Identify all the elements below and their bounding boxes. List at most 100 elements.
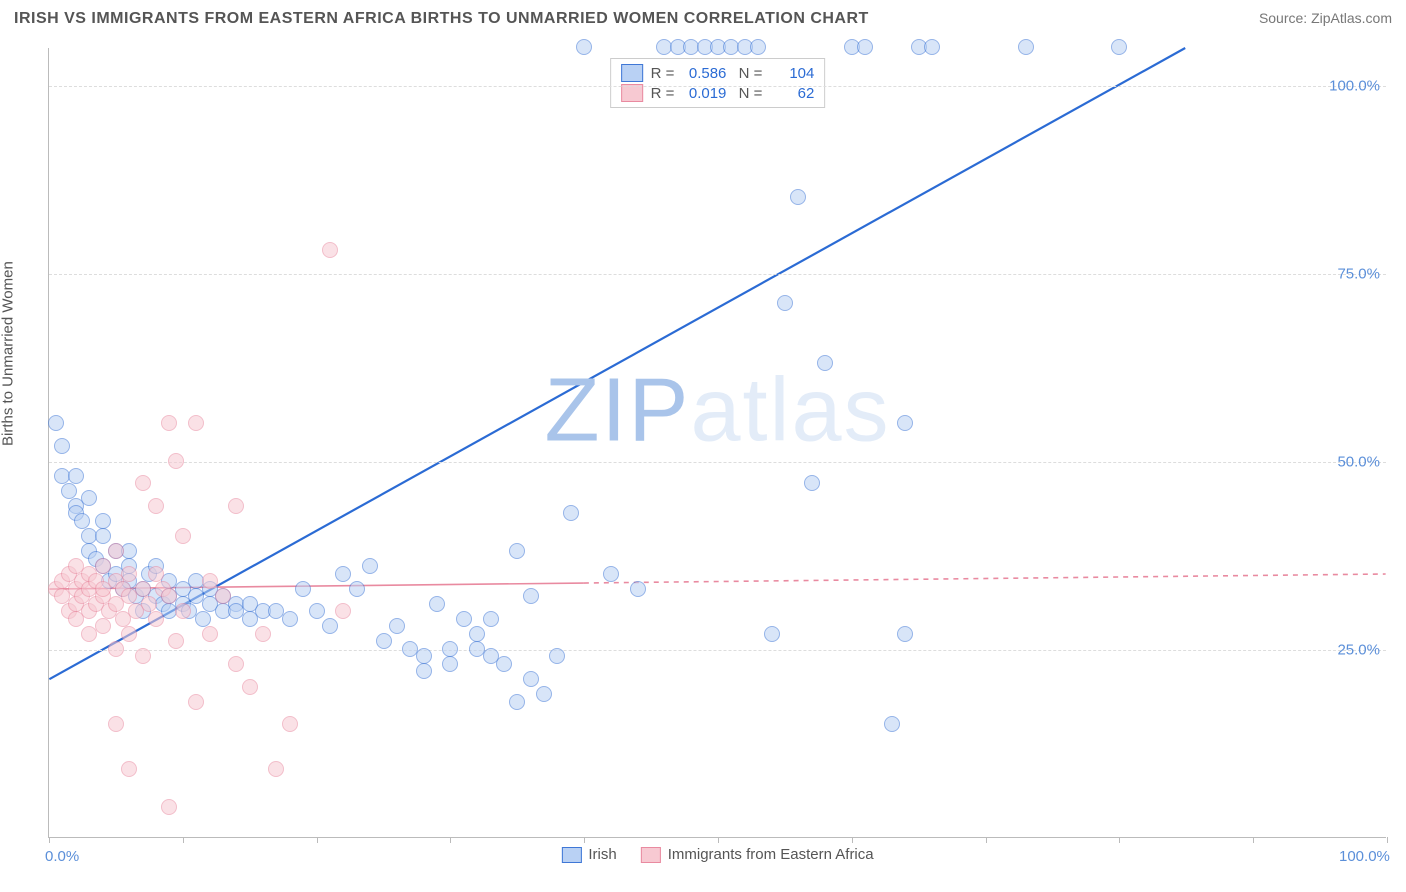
gridline bbox=[49, 274, 1386, 275]
data-point bbox=[215, 588, 231, 604]
data-point bbox=[95, 558, 111, 574]
x-tick bbox=[49, 837, 50, 843]
data-point bbox=[95, 513, 111, 529]
x-tick bbox=[986, 837, 987, 843]
data-point bbox=[108, 543, 124, 559]
gridline bbox=[49, 462, 1386, 463]
data-point bbox=[121, 626, 137, 642]
data-point bbox=[148, 566, 164, 582]
data-point bbox=[48, 415, 64, 431]
data-point bbox=[389, 618, 405, 634]
legend-series: Irish Immigrants from Eastern Africa bbox=[561, 846, 873, 863]
data-point bbox=[442, 641, 458, 657]
data-point bbox=[175, 528, 191, 544]
chart-source: Source: ZipAtlas.com bbox=[1259, 10, 1392, 26]
legend-stats-row-irish: R = 0.586 N = 104 bbox=[621, 63, 815, 83]
data-point bbox=[804, 475, 820, 491]
data-point bbox=[188, 415, 204, 431]
legend-r-value-irish: 0.586 bbox=[682, 65, 726, 82]
gridline bbox=[49, 650, 1386, 651]
x-tick bbox=[450, 837, 451, 843]
data-point bbox=[509, 694, 525, 710]
data-point bbox=[416, 648, 432, 664]
data-point bbox=[630, 581, 646, 597]
data-point bbox=[483, 611, 499, 627]
data-point bbox=[857, 39, 873, 55]
data-point bbox=[790, 189, 806, 205]
x-tick bbox=[584, 837, 585, 843]
data-point bbox=[884, 716, 900, 732]
y-tick-label: 100.0% bbox=[1329, 77, 1380, 94]
data-point bbox=[148, 611, 164, 627]
data-point bbox=[322, 618, 338, 634]
data-point bbox=[523, 588, 539, 604]
data-point bbox=[141, 596, 157, 612]
watermark: ZIPatlas bbox=[544, 359, 890, 462]
data-point bbox=[777, 295, 793, 311]
x-tick-label: 0.0% bbox=[45, 848, 79, 865]
y-axis-label: Births to Unmarried Women bbox=[0, 261, 17, 446]
gridline bbox=[49, 86, 1386, 87]
x-tick bbox=[1387, 837, 1388, 843]
plot-area: ZIPatlas R = 0.586 N = 104 R = 0.019 N =… bbox=[48, 48, 1386, 838]
data-point bbox=[242, 679, 258, 695]
data-point bbox=[161, 588, 177, 604]
data-point bbox=[121, 761, 137, 777]
legend-r-label: R = bbox=[651, 65, 675, 82]
data-point bbox=[349, 581, 365, 597]
legend-label: Irish bbox=[588, 846, 616, 863]
x-tick bbox=[317, 837, 318, 843]
data-point bbox=[496, 656, 512, 672]
data-point bbox=[429, 596, 445, 612]
x-tick bbox=[1253, 837, 1254, 843]
x-tick bbox=[1119, 837, 1120, 843]
data-point bbox=[523, 671, 539, 687]
data-point bbox=[168, 633, 184, 649]
data-point bbox=[576, 39, 592, 55]
data-point bbox=[95, 618, 111, 634]
data-point bbox=[68, 468, 84, 484]
data-point bbox=[188, 694, 204, 710]
data-point bbox=[335, 566, 351, 582]
data-point bbox=[61, 483, 77, 499]
data-point bbox=[81, 490, 97, 506]
legend-swatch bbox=[641, 847, 661, 863]
data-point bbox=[282, 611, 298, 627]
legend-stats-box: R = 0.586 N = 104 R = 0.019 N = 62 bbox=[610, 58, 826, 108]
legend-swatch bbox=[561, 847, 581, 863]
data-point bbox=[135, 475, 151, 491]
data-point bbox=[168, 453, 184, 469]
data-point bbox=[1111, 39, 1127, 55]
legend-swatch-irish bbox=[621, 64, 643, 82]
data-point bbox=[469, 626, 485, 642]
data-point bbox=[161, 799, 177, 815]
data-point bbox=[456, 611, 472, 627]
data-point bbox=[148, 498, 164, 514]
legend-n-label: N = bbox=[734, 65, 762, 82]
legend-n-value-eafrica: 62 bbox=[770, 85, 814, 102]
data-point bbox=[135, 581, 151, 597]
data-point bbox=[108, 716, 124, 732]
data-point bbox=[1018, 39, 1034, 55]
x-tick-label: 100.0% bbox=[1339, 848, 1390, 865]
data-point bbox=[135, 648, 151, 664]
data-point bbox=[536, 686, 552, 702]
data-point bbox=[335, 603, 351, 619]
x-tick bbox=[852, 837, 853, 843]
data-point bbox=[228, 498, 244, 514]
data-point bbox=[549, 648, 565, 664]
y-tick-label: 75.0% bbox=[1337, 265, 1380, 282]
data-point bbox=[563, 505, 579, 521]
data-point bbox=[54, 438, 70, 454]
data-point bbox=[509, 543, 525, 559]
chart-header: IRISH VS IMMIGRANTS FROM EASTERN AFRICA … bbox=[14, 10, 1392, 28]
data-point bbox=[228, 656, 244, 672]
legend-label: Immigrants from Eastern Africa bbox=[668, 846, 874, 863]
data-point bbox=[897, 626, 913, 642]
data-point bbox=[202, 573, 218, 589]
legend-item: Irish bbox=[561, 846, 616, 863]
chart-title: IRISH VS IMMIGRANTS FROM EASTERN AFRICA … bbox=[14, 10, 869, 28]
data-point bbox=[924, 39, 940, 55]
data-point bbox=[268, 761, 284, 777]
data-point bbox=[121, 566, 137, 582]
